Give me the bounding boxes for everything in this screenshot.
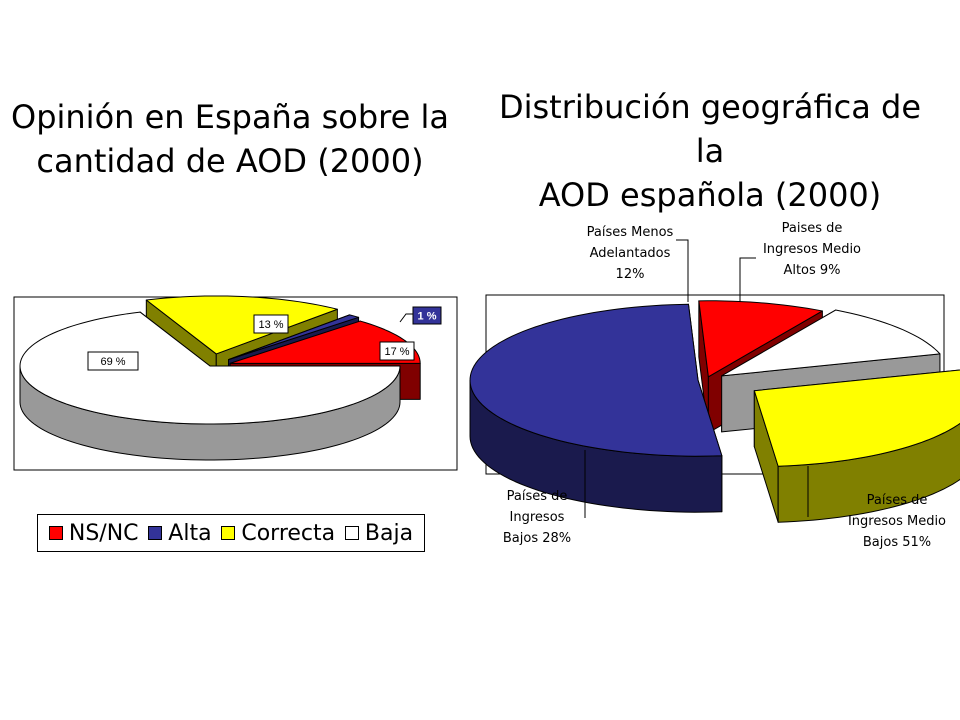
left-pie-slice-2 [145, 295, 338, 355]
leader-line [739, 257, 756, 302]
right-chart-title: Distribución geográfica de la AOD españo… [498, 88, 922, 214]
data-labels: 13 % 1 % 17 % 69 % Países Menos Adelantados 12… [87, 221, 946, 550]
data-label-box [253, 314, 289, 334]
legend-label: Baja [364, 520, 414, 546]
leader-line [399, 313, 413, 323]
legend-item-baja: Baja [344, 520, 414, 546]
legend-swatch [48, 526, 63, 540]
leader-line [676, 239, 689, 302]
data-label: Países de Ingresos Bajos 28% [503, 489, 571, 546]
right-pie-slice-2 [753, 369, 960, 467]
left-pie-slice-3 [19, 311, 401, 425]
legend-swatch [344, 526, 359, 540]
data-label: 17 % [384, 346, 409, 358]
left-pie-slice-0 [229, 320, 421, 364]
left-chart-legend: NS/NC Alta Correcta Baja [37, 514, 425, 552]
right-pie-slice-1 [469, 303, 723, 457]
left-chart-title: Opinión en España sobre la cantidad de A… [11, 98, 449, 180]
data-label-box [379, 341, 415, 361]
legend-label: Alta [168, 520, 212, 546]
left-pie [19, 295, 421, 461]
data-label-box [412, 306, 442, 325]
data-label: 13 % [258, 319, 283, 331]
data-label: Países de Ingresos Medio Bajos 51% [848, 493, 946, 550]
legend-label: NS/NC [68, 520, 139, 546]
legend-swatch [148, 526, 163, 540]
left-pie-slice-1 [228, 314, 360, 361]
data-label-box [87, 351, 139, 371]
right-pie-slice-0 [698, 300, 823, 378]
data-label: 1 % [418, 311, 437, 323]
legend-item-correcta: Correcta [221, 521, 335, 546]
legend-item-alta: Alta [148, 520, 212, 546]
right-pie [469, 300, 960, 523]
data-label: Paises de Ingresos Medio Altos 9% [763, 221, 861, 278]
right-pie-slice-3 [721, 309, 941, 377]
data-label: 69 % [100, 356, 125, 368]
data-label: Países Menos Adelantados 12% [587, 225, 674, 282]
legend-label: Correcta [241, 520, 336, 546]
legend-item-ns-nc: NS/NC [48, 520, 139, 546]
legend-swatch [221, 526, 236, 540]
